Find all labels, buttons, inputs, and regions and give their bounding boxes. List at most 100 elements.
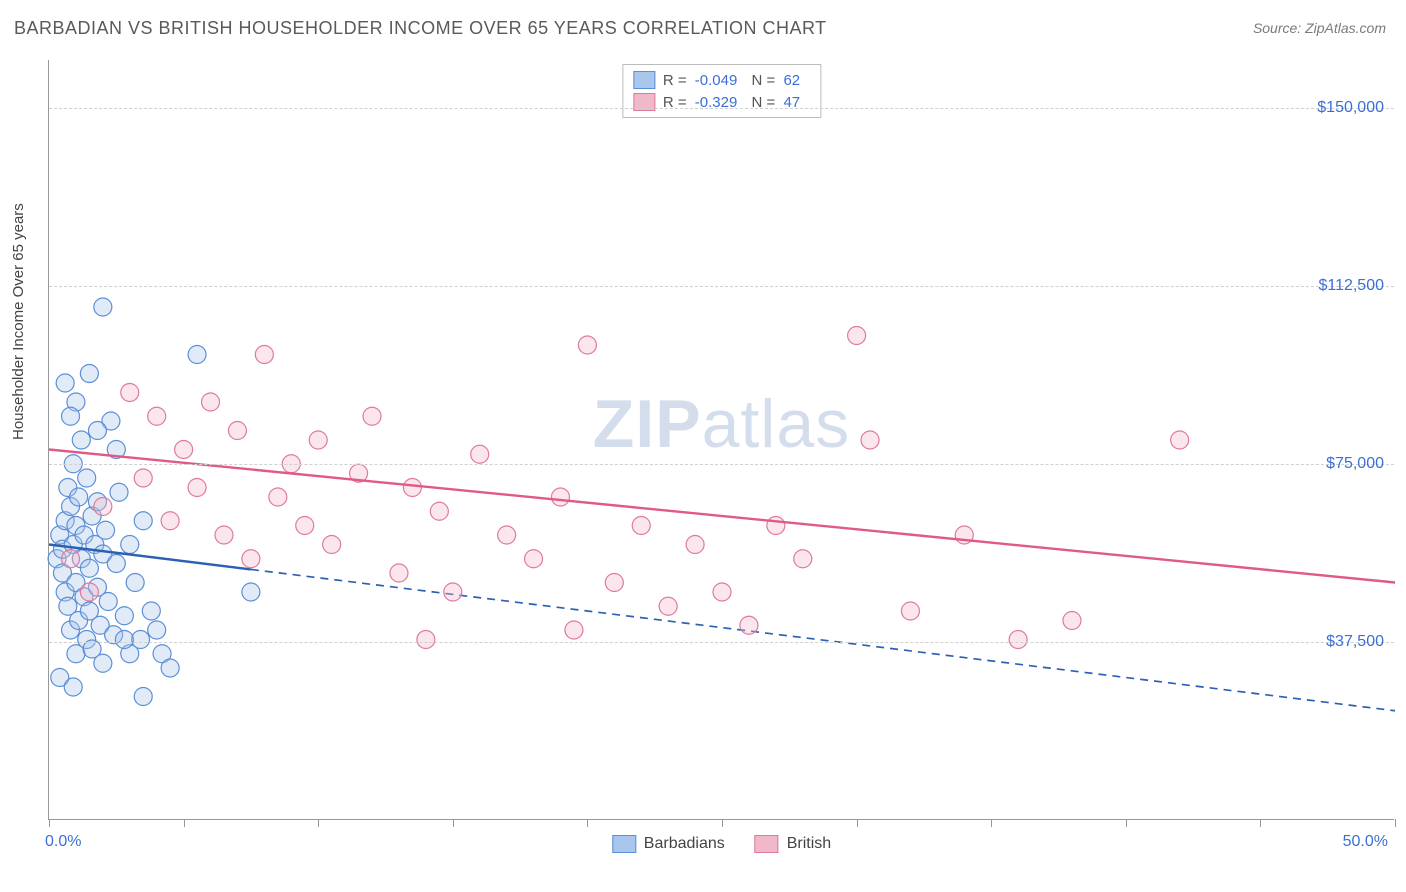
data-point: [56, 374, 74, 392]
legend-swatch-a: [633, 71, 655, 89]
x-tick: [587, 819, 588, 827]
n-label: N =: [752, 72, 776, 89]
x-axis-min-label: 0.0%: [45, 833, 81, 851]
x-tick: [857, 819, 858, 827]
series-legend: Barbadians British: [612, 835, 831, 853]
data-point: [72, 431, 90, 449]
data-point: [390, 564, 408, 582]
data-point: [430, 502, 448, 520]
data-point: [632, 517, 650, 535]
x-tick: [184, 819, 185, 827]
data-point: [551, 488, 569, 506]
source-attribution: Source: ZipAtlas.com: [1253, 20, 1386, 36]
data-point: [110, 483, 128, 501]
data-point: [794, 550, 812, 568]
data-point: [242, 583, 260, 601]
data-point: [403, 479, 421, 497]
data-point: [901, 602, 919, 620]
data-point: [228, 422, 246, 440]
data-point: [188, 479, 206, 497]
data-point: [70, 488, 88, 506]
x-tick: [1395, 819, 1396, 827]
data-point: [80, 559, 98, 577]
data-point: [848, 327, 866, 345]
data-point: [417, 631, 435, 649]
data-point: [659, 597, 677, 615]
data-point: [525, 550, 543, 568]
x-axis-max-label: 50.0%: [1343, 833, 1388, 851]
data-point: [605, 574, 623, 592]
data-point: [115, 631, 133, 649]
data-point: [202, 393, 220, 411]
data-point: [161, 659, 179, 677]
y-tick-label: $150,000: [1317, 99, 1384, 117]
data-point: [97, 521, 115, 539]
data-point: [121, 384, 139, 402]
data-point: [471, 445, 489, 463]
data-point: [107, 555, 125, 573]
data-point: [242, 550, 260, 568]
data-point: [134, 512, 152, 530]
r-value-a: -0.049: [695, 72, 738, 89]
data-point: [78, 469, 96, 487]
data-point: [94, 654, 112, 672]
data-point: [269, 488, 287, 506]
stats-legend: R = -0.049 N = 62 R = -0.329 N = 47: [622, 64, 821, 118]
n-value-a: 62: [783, 72, 800, 89]
data-point: [88, 422, 106, 440]
data-point: [323, 536, 341, 554]
data-point: [740, 616, 758, 634]
x-tick: [991, 819, 992, 827]
x-tick: [49, 819, 50, 827]
data-point: [578, 336, 596, 354]
legend-text-a: R = -0.049 N = 62: [663, 72, 810, 89]
data-point: [1063, 612, 1081, 630]
gridline: [49, 108, 1394, 109]
data-point: [1171, 431, 1189, 449]
data-point: [148, 621, 166, 639]
stats-legend-row: R = -0.329 N = 47: [633, 91, 810, 113]
data-point: [80, 583, 98, 601]
data-point: [444, 583, 462, 601]
data-point: [134, 688, 152, 706]
data-point: [148, 407, 166, 425]
data-point: [99, 593, 117, 611]
data-point: [686, 536, 704, 554]
series-b-label: British: [787, 835, 831, 853]
data-point: [62, 407, 80, 425]
data-point: [142, 602, 160, 620]
data-point: [175, 441, 193, 459]
data-point: [121, 536, 139, 554]
data-point: [64, 678, 82, 696]
data-point: [363, 407, 381, 425]
data-point: [255, 346, 273, 364]
data-point: [296, 517, 314, 535]
data-point: [94, 498, 112, 516]
x-tick: [453, 819, 454, 827]
series-legend-item: British: [755, 835, 831, 853]
series-a-label: Barbadians: [644, 835, 725, 853]
data-point: [713, 583, 731, 601]
data-point: [115, 607, 133, 625]
data-point: [767, 517, 785, 535]
data-point: [126, 574, 144, 592]
data-point: [1009, 631, 1027, 649]
r-label: R =: [663, 72, 687, 89]
y-tick-label: $112,500: [1318, 277, 1384, 295]
data-point: [62, 550, 80, 568]
data-point: [80, 365, 98, 383]
data-point: [861, 431, 879, 449]
y-tick-label: $75,000: [1326, 455, 1384, 473]
gridline: [49, 286, 1394, 287]
chart-title: BARBADIAN VS BRITISH HOUSEHOLDER INCOME …: [14, 18, 827, 39]
gridline: [49, 642, 1394, 643]
data-point: [309, 431, 327, 449]
x-tick: [1126, 819, 1127, 827]
gridline: [49, 464, 1394, 465]
x-tick: [1260, 819, 1261, 827]
data-point: [498, 526, 516, 544]
x-tick: [722, 819, 723, 827]
x-tick: [318, 819, 319, 827]
y-tick-label: $37,500: [1326, 633, 1384, 651]
plot-svg: [49, 60, 1394, 819]
